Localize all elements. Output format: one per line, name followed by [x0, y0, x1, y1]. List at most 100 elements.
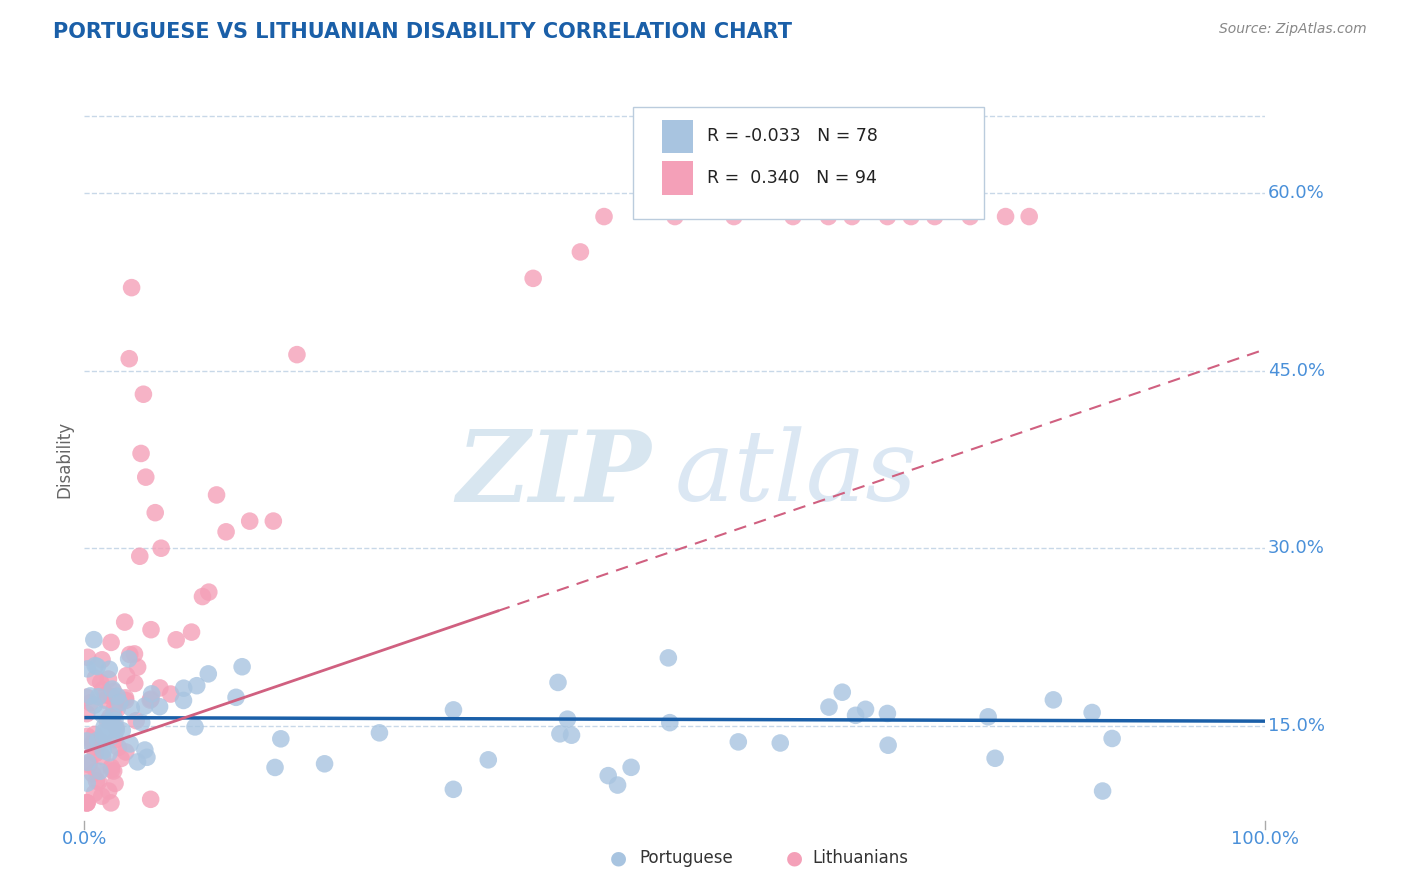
- Point: [131, 715, 153, 730]
- Point: [76, 776, 98, 790]
- Point: [105, 723, 128, 737]
- Point: [76, 730, 98, 744]
- Point: [86, 733, 108, 747]
- Point: [100, 763, 122, 777]
- Point: [100, 714, 122, 729]
- Point: [149, 681, 172, 695]
- Point: [270, 731, 292, 746]
- Point: [215, 524, 238, 539]
- Point: [84, 671, 107, 685]
- Point: [82, 739, 104, 754]
- Point: [100, 635, 122, 649]
- Point: [173, 693, 195, 707]
- Text: PORTUGUESE VS LITHUANIAN DISABILITY CORRELATION CHART: PORTUGUESE VS LITHUANIAN DISABILITY CORR…: [53, 22, 793, 42]
- Point: [114, 690, 136, 705]
- Point: [125, 714, 148, 728]
- Point: [845, 708, 868, 723]
- Point: [104, 776, 127, 790]
- Point: [134, 743, 156, 757]
- Point: [105, 702, 128, 716]
- Point: [658, 715, 681, 730]
- Point: [877, 738, 900, 752]
- Point: [817, 210, 839, 224]
- Point: [118, 648, 141, 662]
- Point: [841, 210, 863, 224]
- Point: [103, 764, 125, 778]
- Point: [97, 784, 120, 798]
- Point: [114, 615, 136, 629]
- Point: [184, 720, 207, 734]
- Text: 60.0%: 60.0%: [1268, 184, 1324, 202]
- Point: [84, 658, 107, 673]
- Point: [89, 734, 111, 748]
- Point: [148, 699, 170, 714]
- Point: [977, 710, 1000, 724]
- Point: [120, 737, 142, 751]
- Text: 15.0%: 15.0%: [1268, 717, 1324, 735]
- Text: Portuguese: Portuguese: [640, 849, 734, 867]
- Point: [83, 786, 105, 800]
- Point: [876, 706, 898, 721]
- Point: [87, 774, 110, 789]
- Point: [76, 756, 98, 770]
- Point: [132, 387, 155, 401]
- Point: [103, 684, 125, 698]
- Point: [522, 271, 544, 285]
- Point: [557, 712, 579, 726]
- Point: [91, 749, 114, 764]
- Point: [100, 690, 122, 704]
- Point: [285, 348, 308, 362]
- Point: [547, 675, 569, 690]
- Point: [197, 666, 219, 681]
- Point: [98, 710, 121, 724]
- Point: [165, 632, 187, 647]
- Point: [83, 736, 105, 750]
- Point: [97, 723, 120, 738]
- Point: [368, 726, 391, 740]
- Text: atlas: atlas: [675, 426, 918, 522]
- Point: [76, 796, 98, 810]
- Point: [101, 682, 124, 697]
- Point: [104, 714, 127, 728]
- Point: [924, 210, 946, 224]
- Point: [108, 696, 131, 710]
- Point: [76, 796, 98, 810]
- Point: [441, 782, 464, 797]
- Point: [186, 679, 208, 693]
- Point: [139, 693, 162, 707]
- Point: [1042, 693, 1064, 707]
- Point: [994, 210, 1017, 224]
- Point: [150, 541, 173, 556]
- Point: [314, 756, 336, 771]
- Point: [94, 688, 117, 702]
- Point: [769, 736, 792, 750]
- Point: [104, 732, 127, 747]
- Point: [96, 714, 118, 728]
- Point: [1091, 784, 1114, 798]
- Point: [198, 585, 221, 599]
- Point: [128, 549, 150, 564]
- Point: [87, 690, 110, 704]
- Point: [100, 760, 122, 774]
- Point: [90, 789, 112, 804]
- Point: [159, 687, 181, 701]
- Point: [105, 689, 128, 703]
- Point: [91, 744, 114, 758]
- Point: [139, 692, 162, 706]
- Point: [76, 662, 98, 676]
- Point: [82, 767, 104, 781]
- Point: [191, 590, 214, 604]
- Point: [89, 764, 111, 779]
- Point: [83, 698, 105, 713]
- Point: [231, 659, 253, 673]
- Point: [79, 689, 101, 703]
- Point: [136, 750, 159, 764]
- Point: [139, 623, 162, 637]
- Point: [94, 693, 117, 707]
- Point: [93, 725, 115, 739]
- Point: [727, 735, 749, 749]
- Text: ZIP: ZIP: [457, 425, 651, 522]
- Point: [76, 706, 98, 721]
- Point: [83, 727, 105, 741]
- Point: [959, 210, 981, 224]
